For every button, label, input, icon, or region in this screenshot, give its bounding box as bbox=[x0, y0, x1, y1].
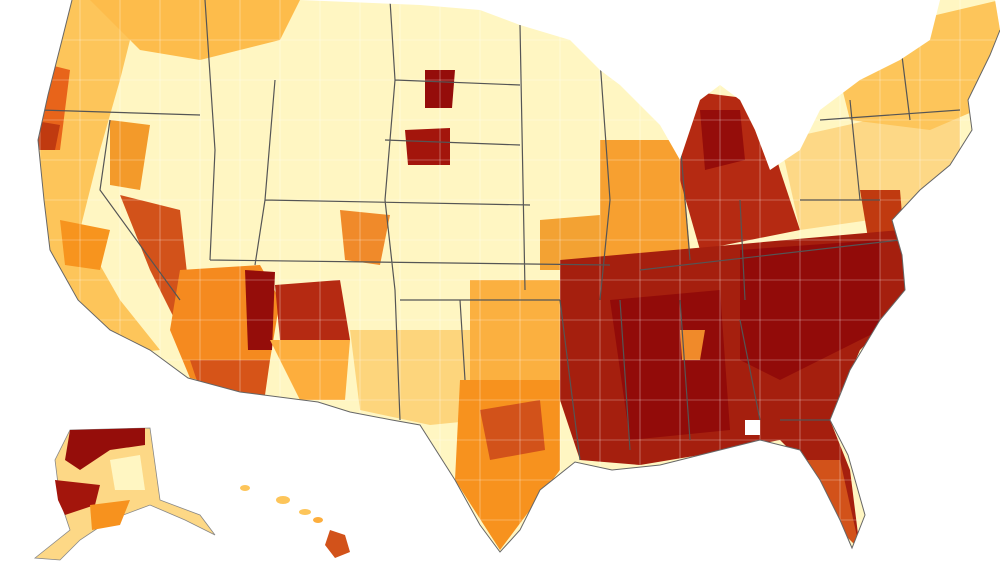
region bbox=[110, 455, 145, 490]
region bbox=[55, 480, 100, 515]
region bbox=[299, 509, 311, 515]
region bbox=[38, 120, 60, 150]
region bbox=[830, 0, 1000, 130]
region bbox=[350, 330, 480, 425]
national-border bbox=[37, 0, 1000, 553]
state-borders bbox=[39, 0, 961, 461]
region bbox=[313, 517, 323, 523]
region bbox=[240, 485, 250, 491]
region bbox=[325, 530, 350, 558]
hawaii bbox=[240, 485, 350, 558]
region bbox=[405, 128, 450, 165]
region bbox=[65, 428, 145, 470]
region bbox=[700, 110, 745, 170]
map-shape bbox=[39, 0, 961, 461]
region bbox=[680, 330, 705, 360]
region bbox=[745, 420, 760, 435]
region bbox=[90, 0, 300, 60]
region bbox=[276, 496, 290, 504]
region bbox=[480, 400, 545, 460]
region bbox=[245, 270, 275, 350]
region bbox=[60, 220, 110, 270]
alaska bbox=[33, 427, 216, 561]
region bbox=[275, 280, 350, 340]
region bbox=[270, 340, 350, 400]
region bbox=[740, 240, 880, 380]
county-grid bbox=[38, 39, 1000, 521]
region bbox=[540, 215, 600, 270]
region bbox=[90, 500, 130, 530]
region bbox=[340, 210, 390, 265]
